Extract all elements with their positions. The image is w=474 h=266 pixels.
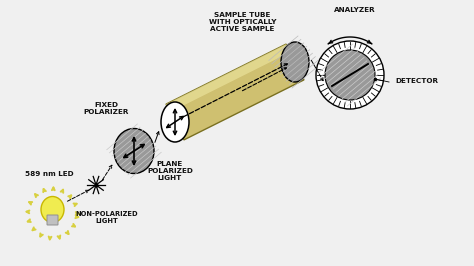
Ellipse shape xyxy=(281,42,309,82)
Text: ANALYZER: ANALYZER xyxy=(334,7,376,13)
Text: PLANE
POLARIZED
LIGHT: PLANE POLARIZED LIGHT xyxy=(147,161,193,181)
Text: FIXED
POLARIZER: FIXED POLARIZER xyxy=(84,102,129,115)
FancyBboxPatch shape xyxy=(47,215,58,225)
Text: DETECTOR: DETECTOR xyxy=(395,78,438,84)
Text: NON-POLARIZED
LIGHT: NON-POLARIZED LIGHT xyxy=(76,211,138,224)
Text: 589 nm LED: 589 nm LED xyxy=(25,172,73,177)
Ellipse shape xyxy=(41,197,64,222)
Polygon shape xyxy=(166,44,290,112)
Text: SAMPLE TUBE
WITH OPTICALLY
ACTIVE SAMPLE: SAMPLE TUBE WITH OPTICALLY ACTIVE SAMPLE xyxy=(209,12,276,32)
Polygon shape xyxy=(166,44,304,140)
Circle shape xyxy=(316,41,384,109)
Ellipse shape xyxy=(161,102,189,142)
Circle shape xyxy=(325,50,375,100)
Ellipse shape xyxy=(114,128,154,173)
